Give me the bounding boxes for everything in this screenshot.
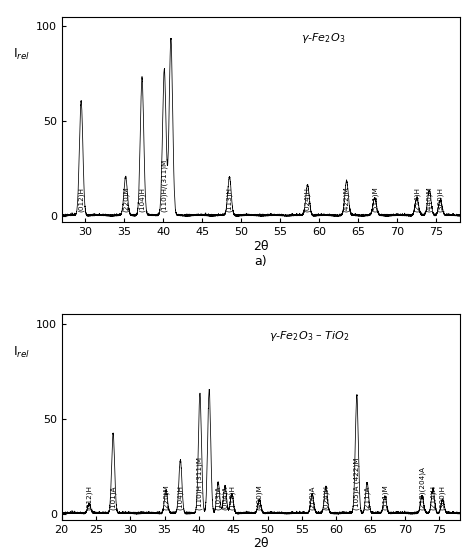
Text: (440)M: (440)M — [426, 187, 433, 212]
Text: (214)H: (214)H — [430, 486, 436, 510]
Text: (101)A: (101)A — [110, 486, 116, 510]
Text: (110)H (311)M: (110)H (311)M — [197, 457, 203, 510]
X-axis label: 2θ: 2θ — [253, 538, 268, 550]
Text: $\gamma$-Fe$_2$O$_3$: $\gamma$-Fe$_2$O$_3$ — [301, 31, 345, 45]
Text: (012)H: (012)H — [78, 187, 84, 212]
Y-axis label: I$_{rel}$: I$_{rel}$ — [13, 345, 30, 359]
Text: $\gamma$-Fe$_2$O$_3$ – TiO$_2$: $\gamma$-Fe$_2$O$_3$ – TiO$_2$ — [269, 329, 349, 343]
Y-axis label: I$_{rel}$: I$_{rel}$ — [13, 46, 30, 62]
Text: (300)H: (300)H — [437, 187, 444, 212]
Text: (300)H: (300)H — [439, 486, 446, 510]
Text: (400)M: (400)M — [256, 484, 263, 510]
Text: (200)A: (200)A — [309, 486, 315, 510]
Text: (024)H: (024)H — [323, 486, 329, 510]
Text: (113)H: (113)H — [226, 187, 233, 212]
Text: (105)A (422)M: (105)A (422)M — [354, 458, 360, 510]
Text: (103)A: (103)A — [215, 486, 221, 510]
Text: (110)H/(311)M: (110)H/(311)M — [161, 159, 167, 212]
Text: (211)A: (211)A — [364, 486, 370, 510]
Text: (024)H: (024)H — [304, 187, 311, 212]
Text: (220)M: (220)M — [163, 484, 169, 510]
Text: (213)(204)A: (213)(204)A — [419, 466, 425, 510]
Text: (511)M: (511)M — [372, 187, 378, 212]
Text: (104)H: (104)H — [139, 187, 146, 212]
X-axis label: 2θ: 2θ — [253, 239, 268, 253]
Text: (214)H: (214)H — [414, 187, 420, 212]
Text: (422)M: (422)M — [343, 187, 350, 212]
Text: (511)M: (511)M — [382, 484, 388, 510]
Text: (012)H: (012)H — [86, 486, 92, 510]
Text: (004)A: (004)A — [222, 486, 228, 510]
Text: (113)H: (113)H — [228, 486, 235, 510]
Text: a): a) — [255, 255, 267, 268]
Text: (104)H: (104)H — [177, 486, 183, 510]
Text: (220)M: (220)M — [122, 187, 129, 212]
